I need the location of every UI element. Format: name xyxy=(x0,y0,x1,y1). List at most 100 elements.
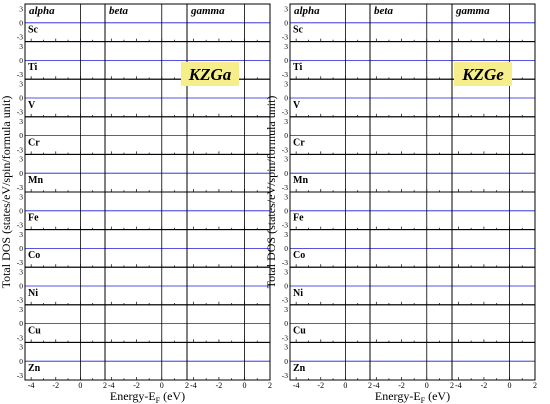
y-tick-label: -3 xyxy=(282,333,288,342)
x-axis-label-unit: (eV) xyxy=(160,389,185,403)
x-tick-label: 0 xyxy=(343,381,347,390)
panel-fe-beta xyxy=(105,192,188,231)
y-tick-label: 3 xyxy=(284,4,288,13)
phase-label-beta: beta xyxy=(374,5,393,17)
element-label-zn: Zn xyxy=(28,363,41,374)
element-label-cu: Cu xyxy=(293,325,306,336)
y-tick-label: 0 xyxy=(284,206,288,215)
compound-tag-background xyxy=(454,62,512,86)
y-tick-label: -3 xyxy=(282,145,288,154)
y-axis-label: Total DOS (states/eV/spin/formula unit) xyxy=(264,96,278,289)
panel-co-gamma xyxy=(187,230,271,268)
element-label-mn: Mn xyxy=(293,175,308,186)
element-label-ti: Ti xyxy=(28,62,37,73)
y-tick-label: -3 xyxy=(17,145,23,154)
x-tick-label: 0 xyxy=(425,381,429,390)
y-tick-label: 0 xyxy=(284,56,288,65)
x-tick-label: 2 xyxy=(368,381,372,390)
panel-zn-beta xyxy=(105,342,188,381)
y-tick-label: 3 xyxy=(19,80,23,89)
element-label-cu: Cu xyxy=(28,325,41,336)
panel-ti-beta xyxy=(370,42,453,80)
panel-mn-beta xyxy=(370,154,453,193)
panel-v-beta xyxy=(370,79,453,118)
y-tick-label: 0 xyxy=(19,18,23,27)
y-tick-label: 3 xyxy=(284,268,288,277)
element-label-cr: Cr xyxy=(28,137,40,148)
y-tick-label: 0 xyxy=(284,18,288,27)
panel-co-beta xyxy=(370,230,453,268)
panel-fe-alpha: Fe xyxy=(290,192,371,231)
x-axis-label: Energy-EF (eV) xyxy=(375,389,450,404)
y-tick-label: 3 xyxy=(19,230,23,239)
panel-mn-alpha: Mn xyxy=(25,154,106,193)
panel-cr-alpha: Cr xyxy=(290,117,371,155)
element-label-cr: Cr xyxy=(293,137,305,148)
y-tick-label: 3 xyxy=(19,343,23,352)
y-tick-label: 3 xyxy=(284,155,288,164)
panel-ni-beta xyxy=(370,267,453,306)
panel-cu-alpha: Cu xyxy=(25,305,106,343)
phase-label-alpha: alpha xyxy=(29,5,55,17)
x-tick-label: 0 xyxy=(507,381,511,390)
phase-label-beta: beta xyxy=(109,5,128,17)
x-tick-label: -2 xyxy=(52,381,59,390)
y-tick-label: -3 xyxy=(17,371,23,380)
y-tick-label: -3 xyxy=(282,371,288,380)
panel-ti-gamma xyxy=(187,42,271,80)
x-tick-label: 0 xyxy=(78,381,82,390)
y-tick-label: 0 xyxy=(284,94,288,103)
y-tick-label: 0 xyxy=(19,282,23,291)
y-tick-label: 3 xyxy=(284,80,288,89)
figure-kzga: Sc30-3Ti30-3V30-3Cr30-3Mn30-3Fe30-3Co30-… xyxy=(0,4,272,404)
panel-co-alpha: Co xyxy=(290,230,371,268)
y-tick-label: 3 xyxy=(19,4,23,13)
panel-mn-gamma xyxy=(187,154,271,193)
compound-tag-kzga: KZGa xyxy=(188,65,232,84)
panel-mn-gamma xyxy=(452,154,536,193)
y-tick-label: 0 xyxy=(19,244,23,253)
panel-cr-beta xyxy=(105,117,188,155)
y-tick-label: 0 xyxy=(19,169,23,178)
panel-cu-alpha: Cu xyxy=(290,305,371,343)
y-tick-label: -3 xyxy=(282,108,288,117)
panel-ti-alpha: Ti xyxy=(290,42,371,80)
panel-cr-gamma xyxy=(187,117,271,155)
panel-fe-gamma xyxy=(452,192,536,231)
y-tick-label: 3 xyxy=(284,305,288,314)
y-tick-label: 3 xyxy=(284,192,288,201)
panel-v-alpha: V xyxy=(290,79,371,118)
panel-co-alpha: Co xyxy=(25,230,106,268)
y-tick-label: 0 xyxy=(19,131,23,140)
panel-ni-beta xyxy=(105,267,188,306)
y-axis-label: Total DOS (states/eV/spin/formula unit) xyxy=(0,96,13,289)
figure-kzge: Sc30-3Ti30-3V30-3Cr30-3Mn30-3Fe30-3Co30-… xyxy=(264,4,537,404)
y-tick-label: -3 xyxy=(17,258,23,267)
panel-ti-alpha: Ti xyxy=(25,42,106,80)
x-tick-label: -4 xyxy=(455,381,462,390)
element-label-ni: Ni xyxy=(293,288,303,299)
panel-zn-alpha: Zn xyxy=(290,342,371,381)
panel-ni-gamma xyxy=(187,267,271,306)
panel-cu-gamma xyxy=(187,305,271,343)
x-tick-label: 2 xyxy=(533,381,537,390)
element-label-mn: Mn xyxy=(28,175,43,186)
y-tick-label: -3 xyxy=(282,296,288,305)
y-tick-label: 0 xyxy=(284,131,288,140)
y-tick-label: 0 xyxy=(19,56,23,65)
panel-fe-alpha: Fe xyxy=(25,192,106,231)
x-tick-label: 2 xyxy=(268,381,272,390)
element-label-v: V xyxy=(293,100,301,111)
y-tick-label: -3 xyxy=(282,183,288,192)
panel-v-beta xyxy=(105,79,188,118)
y-tick-label: 3 xyxy=(19,305,23,314)
x-tick-label: -4 xyxy=(293,381,300,390)
element-label-sc: Sc xyxy=(28,25,39,36)
panel-ni-gamma xyxy=(452,267,536,306)
panel-zn-gamma xyxy=(452,342,536,381)
panel-zn-gamma xyxy=(187,342,271,381)
element-label-ni: Ni xyxy=(28,288,38,299)
y-tick-label: 3 xyxy=(19,117,23,126)
x-tick-label: -4 xyxy=(108,381,115,390)
